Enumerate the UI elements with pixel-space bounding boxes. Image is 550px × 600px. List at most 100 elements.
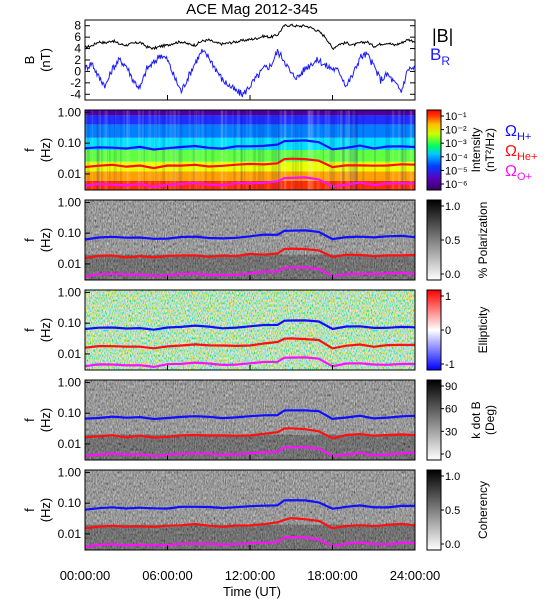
xtick-label: 00:00:00 xyxy=(60,568,111,583)
b-ytick-label: 6 xyxy=(74,30,81,44)
b-ylabel: B xyxy=(22,56,37,65)
panel-yunit: (Hz) xyxy=(38,318,53,343)
intensity-streak xyxy=(340,110,342,190)
b-ytick-label: -4 xyxy=(70,87,81,101)
intensity-band xyxy=(85,124,415,138)
intensity-streak xyxy=(297,110,299,190)
panel-ellipticity: 1.00 0.10 0.01 f (Hz) 1 0 -1 Ellipticity xyxy=(22,285,490,371)
colorbar-label: Coherency xyxy=(476,481,490,539)
intensity-band xyxy=(85,115,415,125)
xtick-label: 12:00:00 xyxy=(225,568,276,583)
intensity-streak xyxy=(192,110,195,190)
intensity-streak xyxy=(347,110,350,190)
x-axis-label: Time (UT) xyxy=(223,584,281,599)
gray-texture xyxy=(85,380,415,460)
intensity-streak xyxy=(195,110,198,190)
panel-ylabel: f xyxy=(22,508,37,512)
colorbar-tick-label: 1 xyxy=(445,291,451,303)
gray-texture xyxy=(85,200,415,280)
intensity-streak xyxy=(310,110,314,190)
ytick-label: 0.10 xyxy=(58,406,82,420)
intensity-streak xyxy=(237,110,240,190)
x-axis: 00:00:00 06:00:00 12:00:00 18:00:00 24:00:00 xyxy=(60,95,440,583)
intensity-streak xyxy=(294,110,297,190)
intensity-streak xyxy=(204,110,207,190)
intensity-streak xyxy=(307,110,310,190)
intensity-streak xyxy=(178,110,181,190)
intensity-streak xyxy=(173,110,175,190)
intensity-streak xyxy=(404,110,407,190)
gyro-line-h-plus xyxy=(84,319,416,331)
colorbar-label: Ellipticity xyxy=(476,307,490,354)
gyro-line-o-plus xyxy=(84,536,416,549)
gray-texture xyxy=(85,470,415,550)
intensity-streak xyxy=(98,110,102,190)
intensity-streak xyxy=(115,110,117,190)
gyro-line-he-plus xyxy=(84,157,416,170)
colorbar-tick-label: 10⁻² xyxy=(445,125,467,137)
ytick-label: 0.01 xyxy=(58,527,82,541)
legend-b-r-main: B xyxy=(430,45,441,64)
intensity-streak xyxy=(257,110,260,190)
intensity-streak xyxy=(142,110,144,190)
legend-he-plus: ΩHe+ xyxy=(505,143,537,163)
intensity-streak xyxy=(348,110,351,190)
colorbar xyxy=(426,379,442,461)
intensity-streak xyxy=(352,110,356,190)
ion-legend: ΩH+ ΩHe+ ΩO+ xyxy=(505,123,537,183)
intensity-streak xyxy=(113,110,117,190)
intensity-streak xyxy=(267,110,270,190)
colorbar-label: Intensity xyxy=(469,128,483,173)
intensity-streak xyxy=(169,110,172,190)
intensity-streak xyxy=(327,110,331,190)
colorbar xyxy=(426,199,442,281)
intensity-streak xyxy=(261,110,265,190)
intensity-streak xyxy=(409,110,413,190)
intensity-streak xyxy=(106,110,108,190)
intensity-streak xyxy=(106,110,108,190)
panel-ylabel: f xyxy=(22,418,37,422)
intensity-streak xyxy=(123,110,125,190)
colorbar-label: % Polarization xyxy=(476,202,490,279)
intensity-streak xyxy=(387,110,390,190)
intensity-streak xyxy=(348,110,351,190)
intensity-streak xyxy=(308,110,312,190)
intensity-streak xyxy=(350,110,353,190)
intensity-streak xyxy=(201,110,204,190)
intensity-streak xyxy=(165,110,168,190)
gyro-line-o-plus xyxy=(84,176,416,188)
intensity-streak xyxy=(100,110,103,190)
b-panel-lines xyxy=(84,23,416,98)
ytick-label: 1.00 xyxy=(58,195,82,209)
panel-yunit: (Hz) xyxy=(38,408,53,433)
panel-polarization: 1.00 0.10 0.01 f (Hz) 1.0 0.5 0.0 % Polarization xyxy=(22,195,490,281)
intensity-streak xyxy=(345,110,348,190)
b-yunit: (nT) xyxy=(38,48,53,72)
intensity-band xyxy=(85,150,415,162)
ytick-label: 0.10 xyxy=(58,226,82,240)
gyro-line-h-plus xyxy=(84,139,416,151)
colorbar-tick-label: 1.0 xyxy=(445,201,460,213)
intensity-streak xyxy=(120,110,122,190)
legend-h-plus: ΩH+ xyxy=(505,123,531,143)
intensity-streak xyxy=(310,110,313,190)
intensity-streak xyxy=(127,110,130,190)
intensity-streak xyxy=(104,110,107,190)
intensity-streak xyxy=(232,110,236,190)
intensity-streak xyxy=(274,110,278,190)
intensity-streak xyxy=(188,110,191,190)
intensity-streak xyxy=(341,110,344,190)
intensity-streak xyxy=(96,110,100,190)
intensity-streak xyxy=(221,110,223,190)
intensity-streak xyxy=(300,110,303,190)
colorbar-unit: (Deg) xyxy=(483,405,497,435)
intensity-streak xyxy=(391,110,395,190)
gyro-line-o-plus xyxy=(84,266,416,278)
ellipticity-texture xyxy=(85,290,415,370)
intensity-band xyxy=(85,161,415,172)
intensity-streak xyxy=(198,110,200,190)
gyro-line-h-plus xyxy=(84,229,416,241)
intensity-band xyxy=(85,171,415,181)
colorbar-tick-label: 10⁻¹ xyxy=(445,111,467,123)
